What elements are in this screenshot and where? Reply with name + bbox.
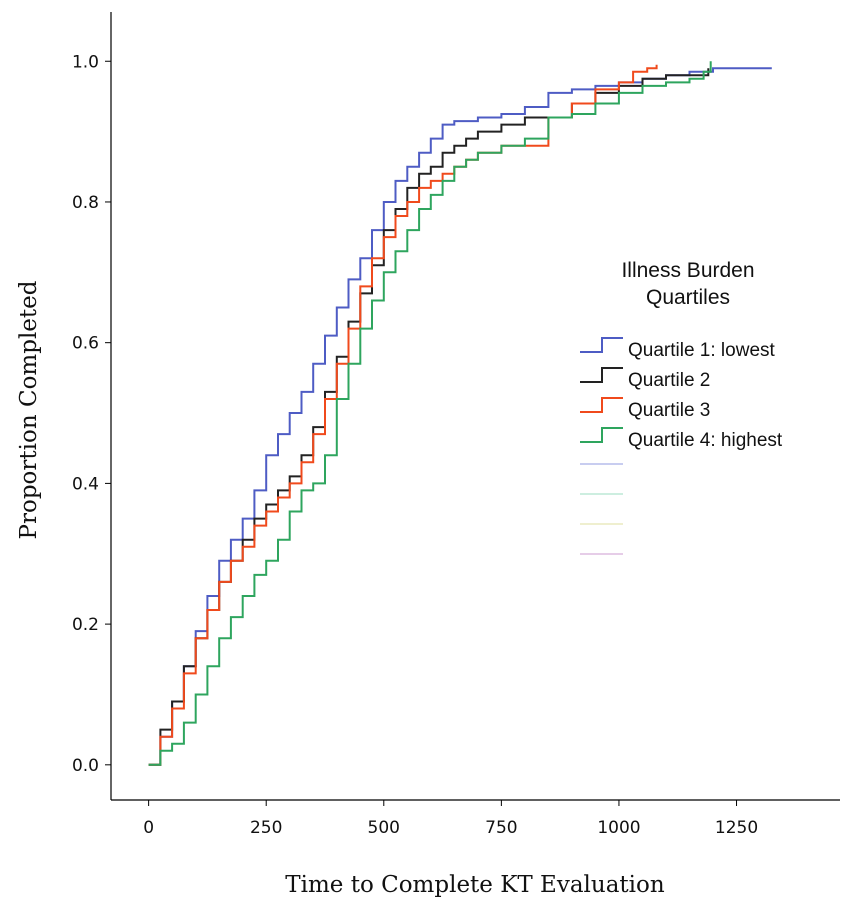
legend-title: Illness Burden — [621, 259, 754, 282]
legend-label: Quartile 1: lowest — [628, 340, 776, 361]
legend-label: Quartile 2 — [628, 370, 710, 391]
x-tick-label: 1000 — [597, 818, 640, 838]
legend-swatch — [580, 427, 623, 443]
legend-swatch — [580, 337, 623, 353]
series-line-quartile-3 — [148, 64, 658, 766]
plot-frame — [110, 12, 840, 801]
x-axis-title: Time to Complete KT Evaluation — [285, 872, 665, 898]
legend: Illness Burden Quartiles Quartile 1: lowes… — [580, 259, 783, 555]
y-tick-label: 1.0 — [72, 52, 99, 72]
legend-label: Quartile 4: highest — [628, 430, 783, 451]
y-tick-label: 0.6 — [72, 334, 99, 354]
x-tick-label: 250 — [250, 818, 282, 838]
y-tick-label: 0.8 — [72, 193, 99, 213]
legend-swatch — [580, 367, 623, 383]
legend-label: Quartile 3 — [628, 400, 710, 421]
y-tick-label: 0.2 — [72, 615, 99, 635]
x-tick-label: 750 — [485, 818, 517, 838]
x-tick-label: 500 — [368, 818, 400, 838]
series-layer — [148, 61, 772, 766]
x-tick-label: 0 — [143, 818, 154, 838]
y-axis-title: Proportion Completed — [16, 280, 42, 539]
legend-swatch — [580, 397, 623, 413]
y-tick-label: 0.0 — [72, 756, 99, 776]
series-line-quartile-4-highest — [148, 61, 712, 766]
legend-title: Quartiles — [646, 286, 730, 309]
x-tick-label: 1250 — [715, 818, 758, 838]
y-tick-label: 0.4 — [72, 474, 99, 494]
series-line-quartile-2 — [148, 68, 710, 766]
axis-ticks: 0 250 500 750 1000 1250 0.0 0.2 0.4 0.6 0.8 1.0 — [72, 52, 758, 838]
